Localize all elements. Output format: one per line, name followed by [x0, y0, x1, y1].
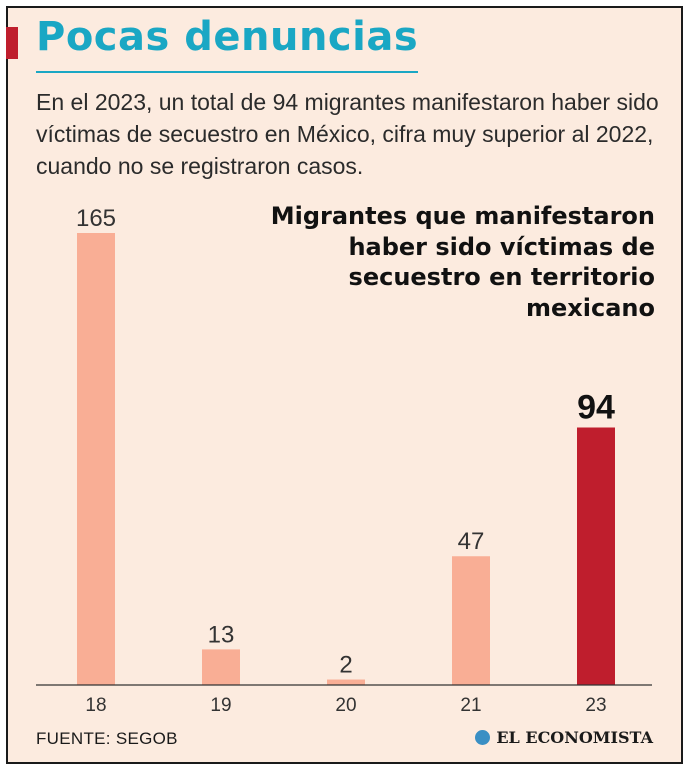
- bars-group: [77, 233, 615, 685]
- tick-label-20: 20: [335, 695, 356, 716]
- dek: En el 2023, un total de 94 migrantes man…: [36, 89, 659, 179]
- value-label-18: 165: [76, 205, 116, 232]
- value-label-20: 2: [339, 652, 352, 679]
- value-label-23: 94: [577, 388, 615, 426]
- value-label-19: 13: [208, 621, 235, 648]
- brand-logo: EL ECONOMISTA: [475, 728, 653, 747]
- labels-group: 165 18 13 19 2 20 47 21 94 23: [76, 205, 615, 716]
- chart-title: Migrantes que manifestaron haber sido ví…: [270, 202, 655, 322]
- infographic-frame: [6, 6, 683, 764]
- bar-19: [202, 649, 240, 685]
- bar-21: [452, 556, 490, 685]
- tick-label-18: 18: [85, 695, 106, 716]
- headline-accent-bar: [6, 27, 18, 59]
- tick-label-19: 19: [210, 695, 231, 716]
- brand-name: EL ECONOMISTA: [496, 728, 653, 747]
- source-note: FUENTE: SEGOB: [36, 729, 178, 748]
- headline: Pocas denuncias: [36, 14, 419, 60]
- value-label-21: 47: [458, 528, 485, 555]
- headline-rule: [36, 71, 418, 73]
- bar-23: [577, 427, 615, 685]
- bar-18: [77, 233, 115, 685]
- bar-20: [327, 679, 365, 685]
- tick-label-23: 23: [585, 695, 606, 716]
- tick-label-21: 21: [460, 695, 481, 716]
- globe-icon: [475, 730, 491, 745]
